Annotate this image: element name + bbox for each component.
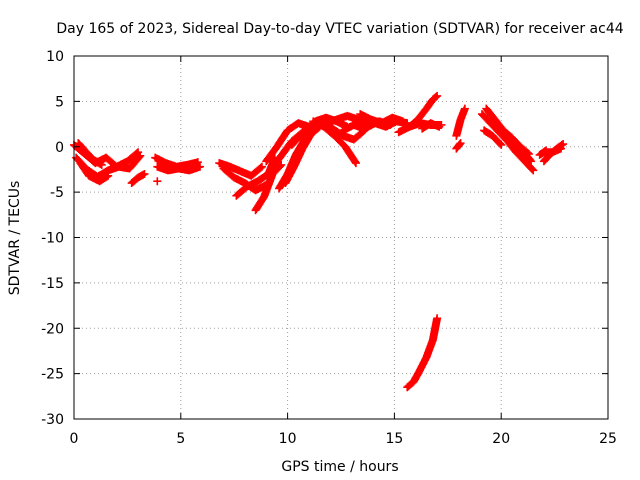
data-segment — [452, 104, 469, 140]
y-tick-label: -20 — [41, 321, 64, 337]
data-points — [356, 110, 407, 128]
data-points — [405, 91, 442, 131]
data-points — [153, 162, 205, 175]
data-points — [480, 126, 506, 149]
y-tick-label: -25 — [41, 367, 64, 383]
y-tick-label: -10 — [41, 231, 64, 247]
data-points — [452, 139, 465, 153]
y-tick-label: 5 — [55, 94, 64, 110]
data-segment — [281, 122, 324, 188]
data-segment — [215, 159, 266, 180]
y-tick-label: -30 — [41, 412, 64, 428]
chart-title: Day 165 of 2023, Sidereal Day-to-day VTE… — [56, 21, 623, 37]
data-points — [403, 314, 442, 392]
data-segment — [309, 117, 360, 168]
data-points — [309, 117, 360, 168]
y-tick-label: 10 — [46, 49, 64, 65]
y-tick-label: -5 — [50, 185, 64, 201]
y-tick-label: 0 — [55, 140, 64, 156]
data-segment — [403, 314, 442, 392]
x-tick-label: 10 — [279, 431, 297, 447]
x-tick-label: 20 — [492, 431, 510, 447]
data-segment — [262, 119, 313, 166]
data-segment — [535, 146, 551, 159]
data-points — [492, 120, 536, 166]
data-segment — [153, 177, 162, 186]
data-points — [76, 159, 113, 186]
data-points — [477, 110, 538, 175]
data-layer — [70, 91, 568, 392]
data-points — [262, 119, 313, 166]
data-segment — [418, 119, 444, 133]
data-points — [452, 104, 469, 140]
y-axis-label: SDTVAR / TECUs — [7, 181, 23, 296]
y-tick-label: -15 — [41, 276, 64, 292]
data-segment — [492, 120, 536, 166]
data-points — [153, 177, 162, 186]
data-points — [74, 139, 106, 169]
data-segment — [480, 126, 506, 149]
data-points — [251, 160, 286, 215]
x-tick-label: 15 — [385, 431, 403, 447]
data-segment — [405, 91, 442, 131]
ticks: 0 5 10 15 20 25 10 5 0 -5 -10 -15 -20 -25 -30 — [41, 49, 617, 447]
data-segment — [127, 169, 149, 188]
data-points — [127, 169, 149, 188]
data-segment — [356, 110, 407, 128]
data-segment — [153, 162, 205, 175]
data-points — [418, 119, 444, 133]
grid — [74, 56, 608, 419]
data-segment — [74, 139, 106, 169]
x-tick-label: 0 — [70, 431, 79, 447]
data-points — [281, 122, 324, 188]
data-points — [535, 146, 551, 159]
data-segment — [477, 110, 538, 175]
x-axis-label: GPS time / hours — [281, 459, 398, 475]
data-segment — [251, 160, 286, 215]
x-tick-label: 25 — [599, 431, 617, 447]
data-segment — [452, 139, 465, 153]
data-points — [215, 159, 266, 180]
data-segment — [76, 159, 113, 186]
x-tick-label: 5 — [176, 431, 185, 447]
